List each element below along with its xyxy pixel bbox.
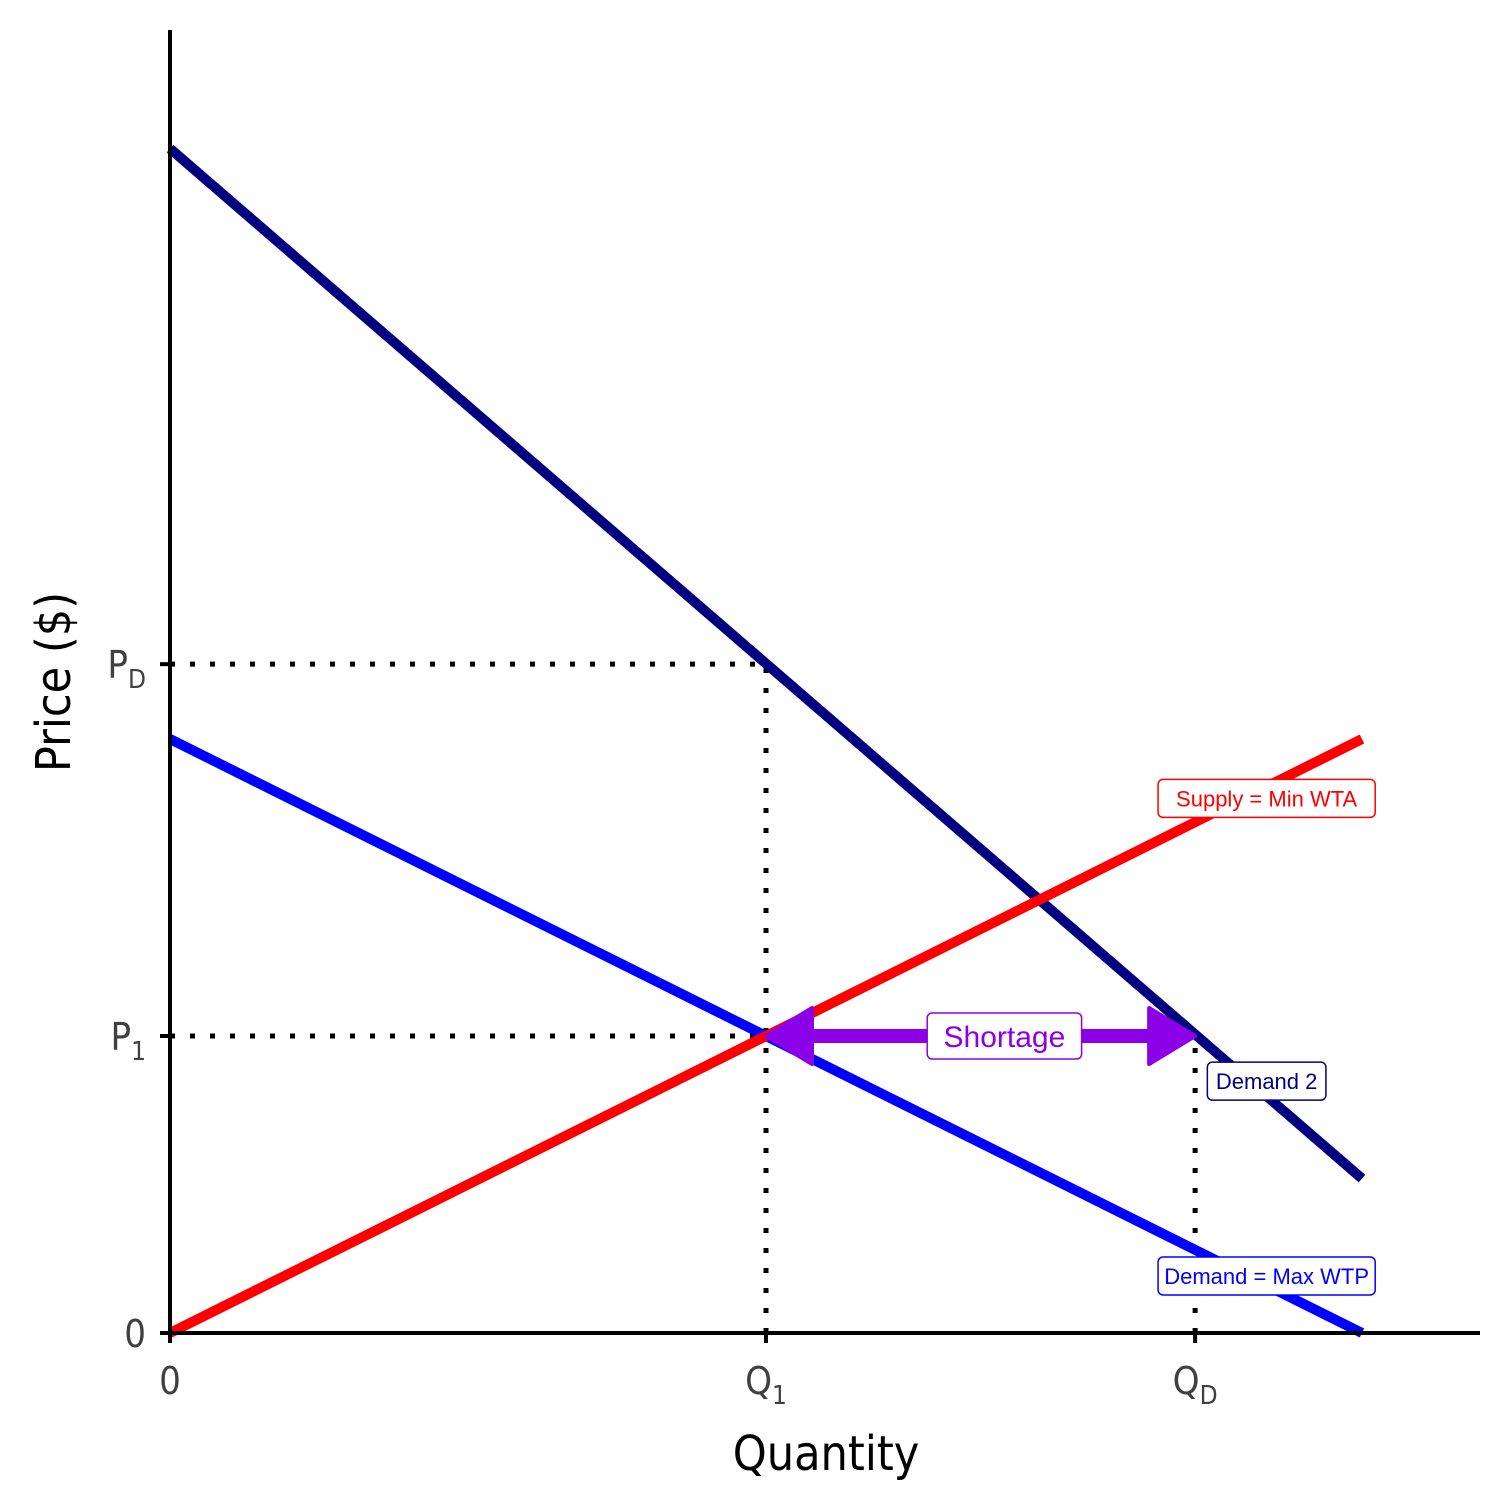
curve-labels: Shortage Supply = Min WTA Demand = Max WTP… bbox=[926, 778, 1376, 1296]
y-tick-label-0: 0 bbox=[124, 1312, 146, 1356]
axes: 0 Q1 QD 0 P1 PD bbox=[107, 30, 1480, 1411]
shortage-arrow-head-left bbox=[764, 1006, 814, 1066]
demand-line-2 bbox=[166, 144, 1366, 1183]
x-tick-label-2: QD bbox=[1173, 1359, 1218, 1411]
x-axis-title: Quantity bbox=[733, 1426, 920, 1482]
series-label-0: Supply = Min WTA bbox=[1176, 786, 1357, 811]
y-tick-label-2: PD bbox=[107, 643, 146, 695]
shortage-arrow-head-right bbox=[1147, 1006, 1198, 1066]
x-tick-label-1: Q1 bbox=[745, 1359, 787, 1411]
series-label-2-box bbox=[1206, 1061, 1327, 1101]
curves bbox=[166, 144, 1366, 1338]
series-label-1: Demand = Max WTP bbox=[1164, 1264, 1369, 1289]
series-label-0-box bbox=[1157, 778, 1376, 819]
y-axis-title: Price ($) bbox=[26, 592, 82, 772]
y-tick-label-1: P1 bbox=[110, 1015, 146, 1067]
series-label-1-box bbox=[1157, 1256, 1376, 1296]
shortage-label-box bbox=[926, 1012, 1083, 1060]
x-tick-label-0: 0 bbox=[159, 1359, 181, 1403]
shortage-label: Shortage bbox=[944, 1021, 1066, 1054]
series-label-2: Demand 2 bbox=[1216, 1069, 1318, 1094]
